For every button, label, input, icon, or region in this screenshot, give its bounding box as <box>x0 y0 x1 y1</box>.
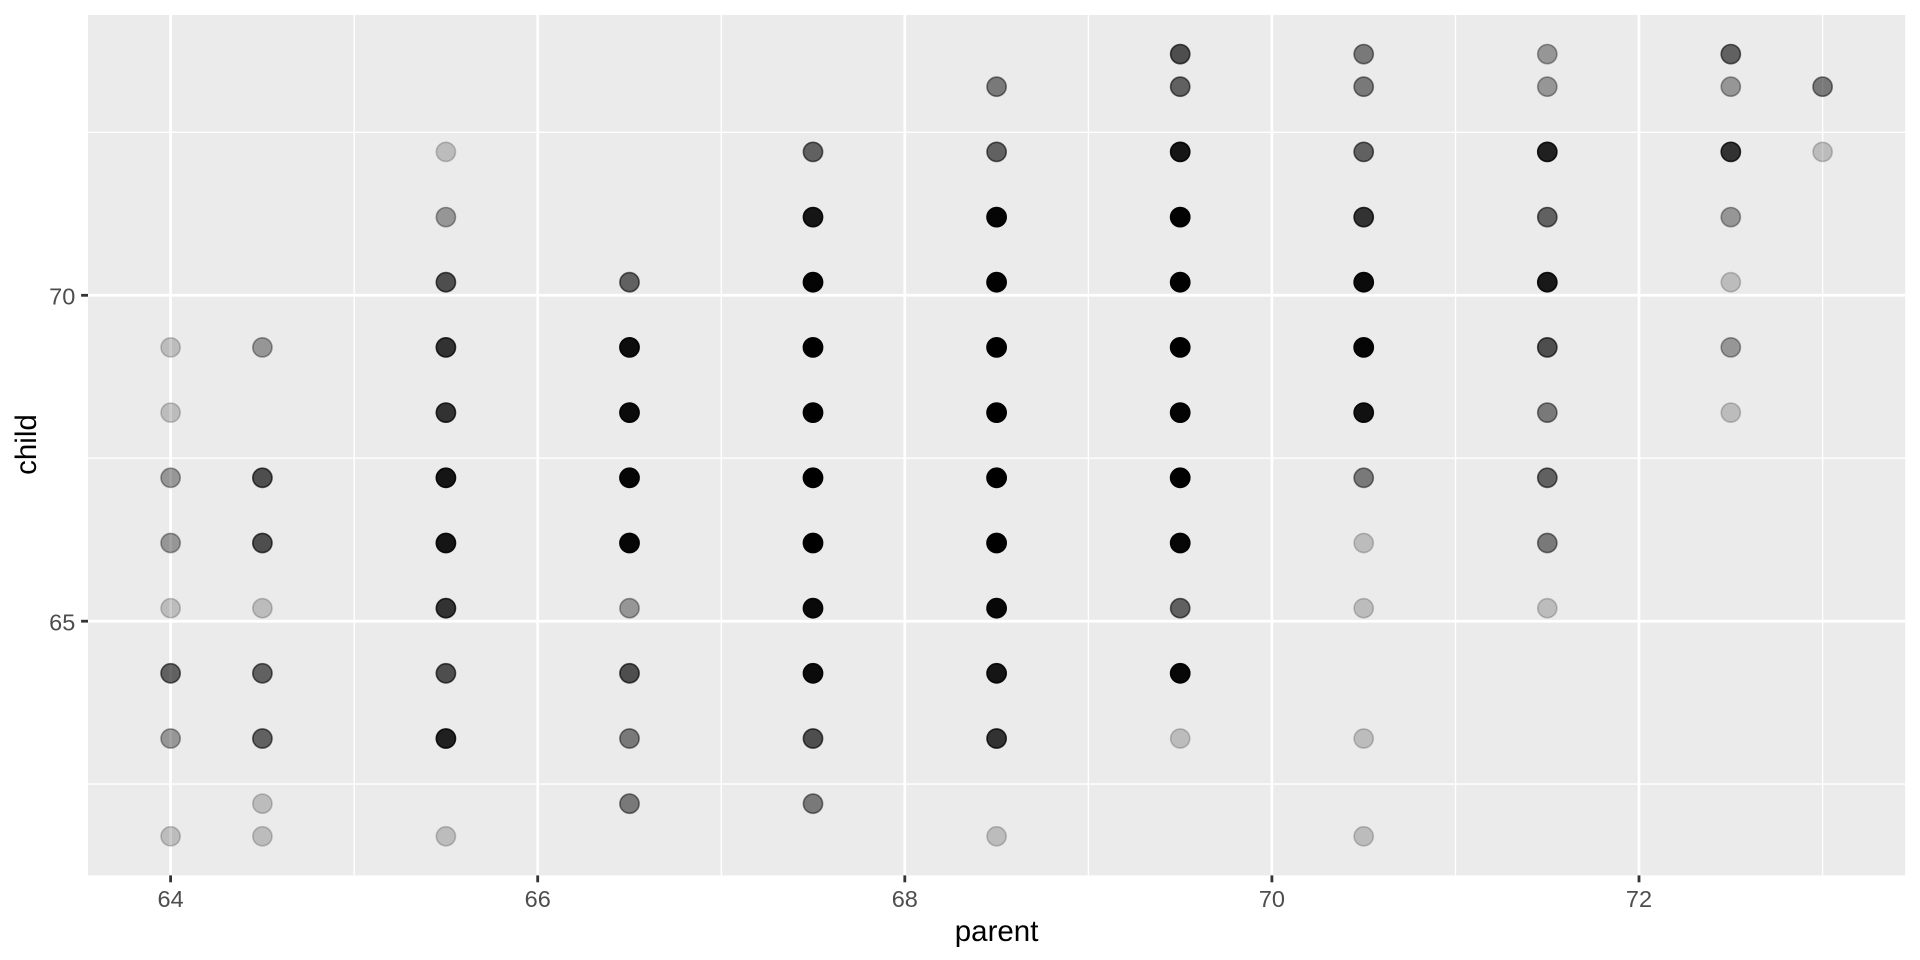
svg-text:65: 65 <box>49 610 75 636</box>
svg-text:70: 70 <box>49 284 75 310</box>
svg-text:72: 72 <box>1626 886 1652 912</box>
svg-text:68: 68 <box>892 886 918 912</box>
svg-text:70: 70 <box>1259 886 1285 912</box>
svg-text:66: 66 <box>525 886 551 912</box>
svg-text:parent: parent <box>955 915 1039 948</box>
svg-text:64: 64 <box>158 886 184 912</box>
svg-text:child: child <box>10 414 43 475</box>
